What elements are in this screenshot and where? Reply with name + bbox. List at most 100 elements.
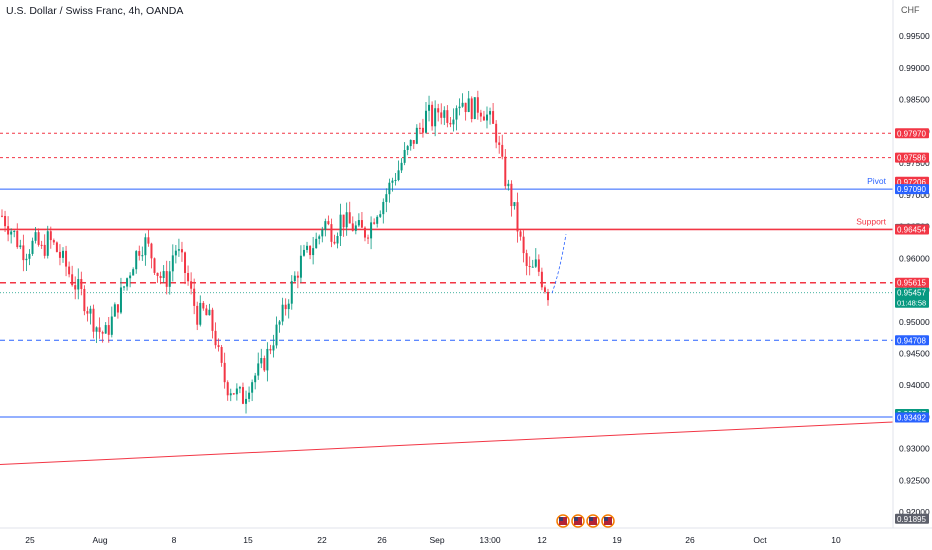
- candle-body: [147, 237, 150, 244]
- candle-body: [7, 226, 10, 235]
- candle-body: [49, 231, 52, 241]
- candle-body: [28, 253, 31, 259]
- candle-body: [275, 324, 278, 346]
- flag-canton: [574, 517, 578, 521]
- time-tick-label: Sep: [429, 535, 444, 545]
- candle-body: [409, 140, 412, 147]
- candle-body: [418, 127, 421, 129]
- candle-body: [464, 102, 467, 113]
- candle-body: [446, 110, 449, 123]
- candle-body: [55, 242, 58, 252]
- candle-body: [309, 245, 312, 256]
- candle-body: [31, 240, 34, 254]
- price-badge: [895, 287, 929, 308]
- candle-body: [80, 278, 83, 289]
- candle-body: [379, 214, 382, 217]
- candle-body: [263, 358, 266, 371]
- candle-body: [434, 108, 437, 127]
- price-badge-label: 0.91895: [897, 515, 926, 524]
- price-badge-label: 0.93492: [897, 413, 926, 422]
- candle-body: [141, 255, 144, 257]
- candle-body: [519, 231, 522, 237]
- candles: [1, 90, 567, 414]
- price-badge-label: 0.97206: [897, 178, 926, 187]
- candle-body: [13, 230, 16, 232]
- time-tick-label: 10: [831, 535, 841, 545]
- candle-body: [522, 236, 525, 254]
- time-tick-label: 12: [537, 535, 547, 545]
- candle-body: [220, 347, 223, 363]
- candle-body: [528, 265, 531, 267]
- price-levels: Pivot Support: [0, 132, 893, 418]
- candle-body: [16, 230, 19, 248]
- candle-body: [126, 278, 129, 287]
- candle-body: [412, 140, 415, 144]
- candle-body: [235, 388, 238, 395]
- price-badge: [895, 513, 929, 524]
- projection-arrow: [551, 234, 567, 294]
- candle-body: [165, 271, 168, 287]
- flag-canton: [604, 517, 608, 521]
- candle-body: [101, 332, 104, 334]
- candle-body: [391, 180, 394, 183]
- candle-body: [86, 311, 89, 314]
- level-text-pivot: Pivot: [867, 176, 887, 186]
- candle-body: [174, 250, 177, 256]
- price-badge-label: 0.96454: [897, 225, 926, 234]
- candle-body: [485, 114, 488, 121]
- candle-body: [498, 142, 501, 145]
- candle-body: [52, 240, 55, 243]
- candle-body: [37, 232, 40, 245]
- candle-body: [187, 272, 190, 282]
- price-tick-label: 0.97000: [899, 190, 930, 200]
- candle-body: [171, 255, 174, 272]
- candle-body: [394, 179, 397, 181]
- candle-body: [202, 302, 205, 309]
- candle-body: [190, 281, 193, 289]
- candle-body: [339, 214, 342, 237]
- candle-body: [156, 272, 159, 276]
- candle-body: [467, 98, 470, 113]
- candle-body: [214, 330, 217, 346]
- candle-body: [193, 288, 196, 306]
- candle-body: [400, 162, 403, 171]
- candle-body: [315, 238, 318, 249]
- candle-body: [458, 106, 461, 109]
- candle-body: [510, 183, 513, 207]
- candle-body: [424, 110, 427, 133]
- candle-body: [251, 382, 254, 393]
- candle-body: [306, 245, 309, 250]
- price-badge-label: 0.97970: [897, 129, 926, 138]
- candle-body: [129, 275, 132, 279]
- candle-body: [205, 308, 208, 316]
- candle-body: [144, 237, 147, 256]
- candle-body: [476, 97, 479, 113]
- candle-body: [406, 146, 409, 150]
- candle-body: [272, 345, 275, 351]
- candle-body: [330, 224, 333, 242]
- candle-body: [516, 202, 519, 232]
- candle-body: [360, 220, 363, 228]
- time-tick-label: 8: [172, 535, 177, 545]
- candle-body: [299, 255, 302, 278]
- candle-body: [74, 285, 77, 290]
- candle-body: [287, 303, 290, 310]
- candle-body: [196, 305, 199, 325]
- candle-body: [513, 202, 516, 207]
- price-badge: [895, 128, 929, 139]
- candle-body: [501, 144, 504, 157]
- candle-body: [312, 248, 315, 256]
- candle-body: [345, 212, 348, 228]
- candle-body: [43, 244, 46, 256]
- candle-body: [431, 104, 434, 127]
- candle-body: [370, 222, 373, 239]
- candle-body: [296, 275, 299, 278]
- candle-body: [22, 245, 25, 261]
- candle-body: [34, 232, 37, 241]
- candle-body: [19, 245, 22, 248]
- candle-body: [95, 327, 98, 332]
- candle-body: [68, 266, 71, 275]
- time-tick-label: 26: [685, 535, 695, 545]
- time-tick-label: 19: [612, 535, 622, 545]
